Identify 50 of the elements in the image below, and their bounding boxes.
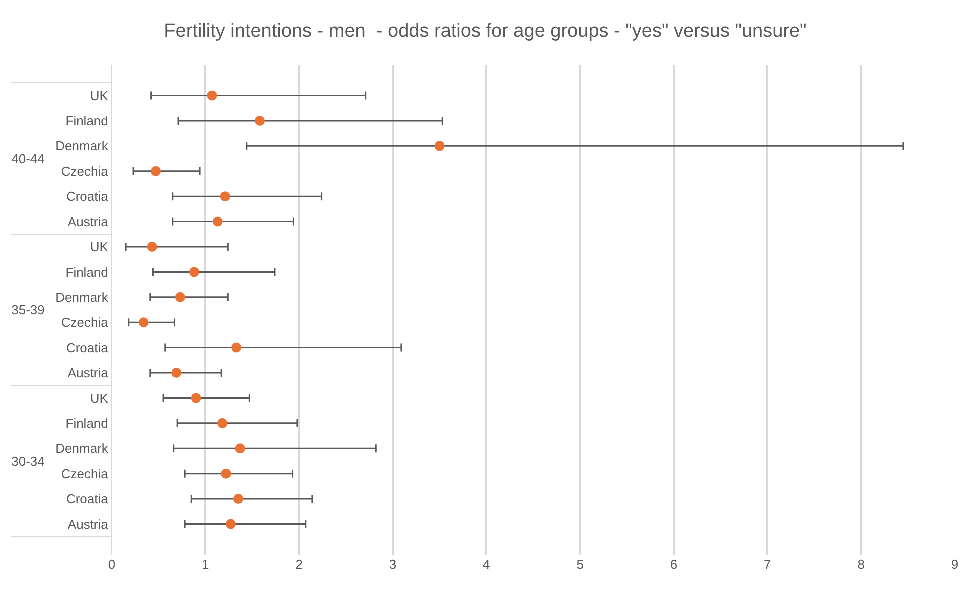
point: [220, 192, 230, 202]
x-tick-label: 9: [951, 557, 959, 572]
x-tick-label: 7: [764, 557, 772, 572]
x-tick-label: 4: [483, 557, 490, 572]
text: 30-34: [12, 454, 45, 469]
point: [232, 342, 242, 353]
y-tick-label: UK: [90, 240, 109, 255]
y-tick-label: UK: [90, 390, 109, 406]
y-tick-label: Denmark: [56, 441, 109, 456]
x-tick-label: 5: [576, 557, 584, 572]
y-tick-label: Croatia: [66, 340, 110, 356]
x-tick-label: 0: [108, 557, 116, 572]
point: [434, 141, 445, 152]
point: [226, 519, 236, 530]
y-tick-label: Croatia: [66, 189, 110, 204]
point: [189, 267, 200, 278]
y-tick-label: Czechia: [61, 315, 110, 330]
y-tick-label: Austria: [68, 214, 110, 230]
point: [221, 468, 232, 479]
point: [218, 418, 228, 428]
point: [175, 292, 186, 302]
point: [147, 242, 158, 252]
x-tick-label: 3: [389, 557, 397, 572]
point: [151, 166, 162, 176]
y-tick-label: Czechia: [61, 164, 110, 179]
point: [233, 494, 244, 504]
chart-title: Fertility intentions - men - odds ratios for age groups - "yes" versus "unsure": [164, 20, 807, 42]
y-tick-label: Finland: [66, 416, 108, 431]
x-tick-label: 1: [202, 557, 210, 572]
text: 40-44: [12, 151, 45, 166]
point: [254, 116, 265, 126]
y-tick-label: UK: [90, 88, 109, 104]
y-tick-label: Finland: [66, 264, 108, 280]
y-tick-label: Czechia: [61, 466, 110, 482]
y-tick-label: Croatia: [66, 492, 110, 507]
y-tick-label: Finland: [66, 114, 108, 129]
y-tick-label: Austria: [68, 516, 110, 532]
point: [191, 393, 202, 404]
y-tick-label: Denmark: [56, 138, 109, 154]
text: 35-39: [12, 302, 45, 318]
y-tick-label: Denmark: [56, 290, 109, 305]
x-tick-label: 6: [670, 557, 678, 572]
point: [172, 368, 182, 378]
x-tick-label: 2: [296, 557, 303, 572]
point: [138, 318, 149, 328]
point: [207, 90, 218, 101]
y-tick-label: Austria: [68, 366, 110, 381]
point: [235, 444, 246, 454]
point: [212, 216, 223, 227]
x-tick-label: 8: [858, 557, 865, 572]
